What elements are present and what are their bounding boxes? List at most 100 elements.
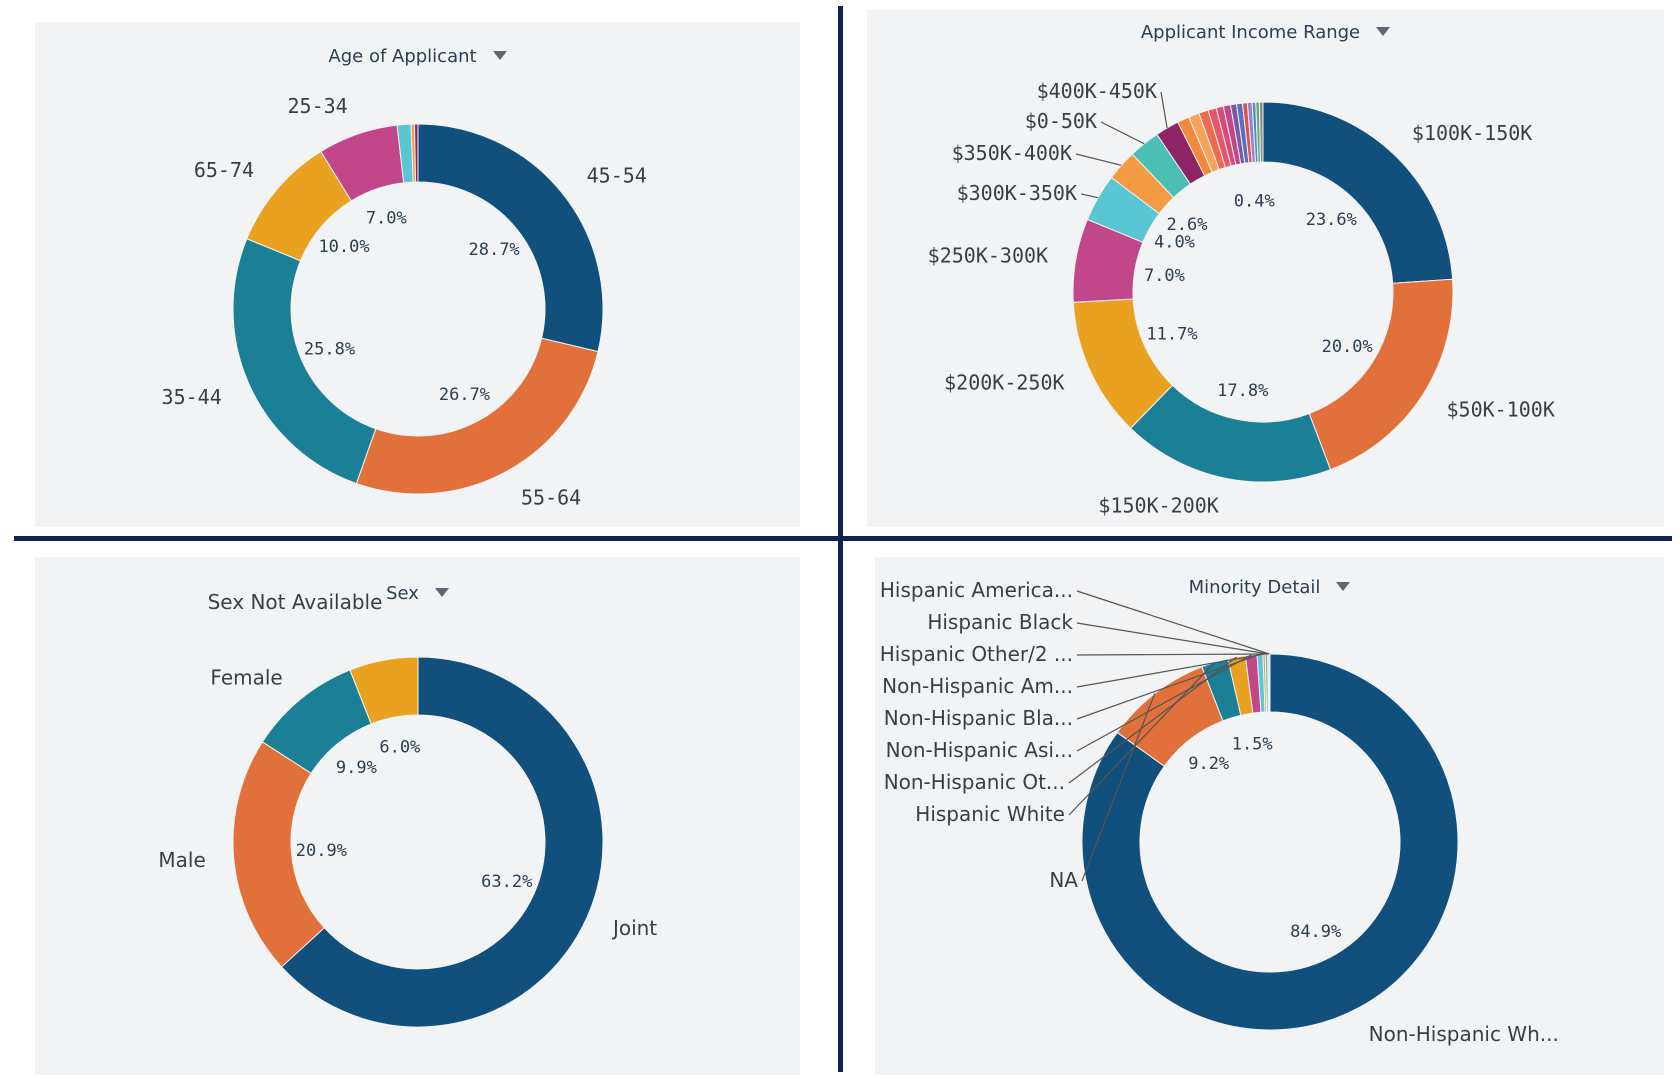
category-label: $250K-300K bbox=[928, 243, 1048, 267]
donut-slice[interactable] bbox=[1258, 101, 1264, 163]
donut-chart-age: 28.7% 26.7% 25.8% 10.0% 7.0% 45-54 55-64 35-44 6… bbox=[162, 94, 647, 510]
percent-label: 9.2% bbox=[1188, 754, 1229, 774]
leader-line bbox=[1081, 693, 1156, 882]
leader-line bbox=[1075, 153, 1122, 166]
percent-label: 20.0% bbox=[1322, 337, 1373, 357]
chart-title-text: Sex bbox=[386, 583, 419, 604]
category-label: 25-34 bbox=[288, 94, 348, 118]
category-label: $100K-150K bbox=[1412, 121, 1532, 145]
donut-slice[interactable] bbox=[1268, 653, 1271, 713]
percent-label: 28.7% bbox=[468, 240, 519, 260]
category-label: Hispanic White bbox=[915, 802, 1065, 826]
dropdown-caret-icon[interactable] bbox=[492, 50, 507, 60]
leader-line bbox=[1100, 121, 1145, 145]
donut-slice[interactable] bbox=[349, 656, 419, 725]
category-label: 65-74 bbox=[194, 158, 254, 182]
chart-title-text: Applicant Income Range bbox=[1140, 22, 1361, 43]
donut-chart-income: 23.6%20.0%17.8%11.7%7.0%4.0%2.6%0.4%$100… bbox=[928, 79, 1555, 517]
category-label: 55-64 bbox=[521, 486, 581, 510]
percent-labels: 28.7% 26.7% 25.8% 10.0% 7.0% bbox=[304, 208, 520, 405]
category-label: Non-Hispanic Wh... bbox=[1369, 1022, 1559, 1046]
category-labels: Joint Male Female Sex Not Available bbox=[158, 590, 657, 940]
donut-slice[interactable] bbox=[1308, 278, 1454, 471]
donut-slice[interactable] bbox=[355, 337, 599, 495]
category-label: NA bbox=[1049, 868, 1078, 892]
category-label: Sex Not Available bbox=[208, 590, 383, 614]
percent-label: 9.9% bbox=[336, 758, 377, 778]
percent-label: 0.4% bbox=[1234, 191, 1275, 211]
percent-label: 84.9% bbox=[1290, 922, 1341, 942]
leader-line bbox=[1076, 622, 1269, 655]
category-label: Male bbox=[158, 848, 205, 872]
chart-title-age[interactable]: Age of Applicant bbox=[35, 46, 800, 67]
percent-label: 23.6% bbox=[1306, 210, 1357, 230]
category-label: $0-50K bbox=[1025, 109, 1097, 133]
dropdown-caret-icon[interactable] bbox=[434, 587, 449, 597]
category-label: $350K-400K bbox=[952, 141, 1072, 165]
donut-slices bbox=[232, 123, 604, 495]
leader-line bbox=[1160, 91, 1168, 129]
category-label: Non-Hispanic Ot... bbox=[884, 770, 1065, 794]
chart-panel-minority: Minority Detail 84.9% 9.2% 1.5% Non-Hispani… bbox=[875, 557, 1664, 1075]
percent-label: 17.8% bbox=[1217, 381, 1268, 401]
percent-label: 26.7% bbox=[439, 385, 490, 405]
percent-label: 20.9% bbox=[296, 841, 347, 861]
category-label: $300K-350K bbox=[957, 181, 1077, 205]
category-label: $150K-200K bbox=[1098, 493, 1218, 517]
percent-label: 2.6% bbox=[1166, 215, 1207, 235]
percent-label: 7.0% bbox=[1144, 266, 1185, 286]
percent-label: 11.7% bbox=[1146, 324, 1197, 344]
donut-slices bbox=[1072, 101, 1454, 483]
category-label: Non-Hispanic Bla... bbox=[884, 706, 1073, 730]
chart-title-sex[interactable]: Sex bbox=[35, 583, 800, 604]
dropdown-caret-icon[interactable] bbox=[1336, 581, 1351, 591]
leader-line bbox=[1076, 653, 1261, 720]
percent-label: 6.0% bbox=[379, 738, 420, 758]
percent-label: 4.0% bbox=[1154, 232, 1195, 252]
chart-title-minority[interactable]: Minority Detail bbox=[875, 577, 1664, 598]
chart-panel-income: Applicant Income Range 23.6% 20.0% 17.8% 11… bbox=[867, 10, 1664, 527]
category-label: Non-Hispanic Asi... bbox=[886, 738, 1073, 762]
donut-slices bbox=[1081, 653, 1459, 1031]
category-label: Hispanic Black bbox=[927, 610, 1073, 634]
donut-chart-sex: 63.2% 20.9% 9.9%6.0% Joint Male Female Sex Not… bbox=[158, 590, 657, 1028]
category-label: Hispanic America... bbox=[880, 578, 1073, 602]
category-label: 35-44 bbox=[162, 385, 222, 409]
percent-label: 10.0% bbox=[318, 237, 369, 257]
chart-title-text: Minority Detail bbox=[1188, 577, 1321, 598]
donut-slice[interactable] bbox=[1081, 653, 1459, 1031]
percent-labels: 63.2% 20.9% 9.9%6.0% bbox=[296, 738, 533, 892]
category-label: Hispanic Other/2 ... bbox=[880, 642, 1073, 666]
category-label: Joint bbox=[611, 916, 657, 940]
category-labels: 45-54 55-64 35-44 65-74 25-34 bbox=[162, 94, 647, 510]
horizontal-divider bbox=[14, 536, 1672, 541]
percent-label: 1.5% bbox=[1232, 735, 1273, 755]
category-label: $50K-100K bbox=[1446, 398, 1554, 422]
donut-slice[interactable] bbox=[232, 238, 377, 485]
donut-chart-minority: 84.9% 9.2%1.5% Non-Hispanic Wh... NA Hispani… bbox=[880, 578, 1559, 1046]
chart-title-income[interactable]: Applicant Income Range bbox=[867, 22, 1664, 43]
category-label: $200K-250K bbox=[944, 370, 1064, 394]
leader-line bbox=[1076, 653, 1267, 656]
donut-slices bbox=[232, 656, 604, 1028]
donut-slice[interactable] bbox=[280, 656, 604, 1028]
percent-labels: 84.9% 9.2%1.5% bbox=[1188, 735, 1341, 942]
percent-labels: 23.6% 20.0% 17.8% 11.7% 7.0% 4.0%2.6% 0.4% bbox=[1144, 191, 1373, 401]
category-label: 45-54 bbox=[587, 164, 647, 188]
leader-line bbox=[1076, 653, 1265, 688]
leader-line bbox=[1080, 193, 1099, 199]
percent-label: 7.0% bbox=[366, 208, 407, 228]
percent-label: 25.8% bbox=[304, 340, 355, 360]
chart-panel-sex: Sex 63.2% 20.9% 9.9% 6.0% Joint Male Female Sex… bbox=[35, 557, 800, 1075]
leader-line bbox=[1076, 654, 1252, 752]
category-labels: $100K-150K $50K-100K $150K-200K $200K-250K $… bbox=[928, 79, 1555, 517]
category-labels: Non-Hispanic Wh... NA Hispanic White Non-Hi… bbox=[880, 578, 1559, 1046]
donut-slice[interactable] bbox=[417, 123, 604, 353]
category-label: $400K-450K bbox=[1037, 79, 1157, 103]
dropdown-caret-icon[interactable] bbox=[1376, 26, 1391, 36]
chart-title-text: Age of Applicant bbox=[328, 46, 477, 67]
donut-slice[interactable] bbox=[414, 123, 419, 183]
leader-line bbox=[1076, 590, 1270, 655]
percent-label: 63.2% bbox=[481, 872, 532, 892]
category-label: Non-Hispanic Am... bbox=[882, 674, 1073, 698]
